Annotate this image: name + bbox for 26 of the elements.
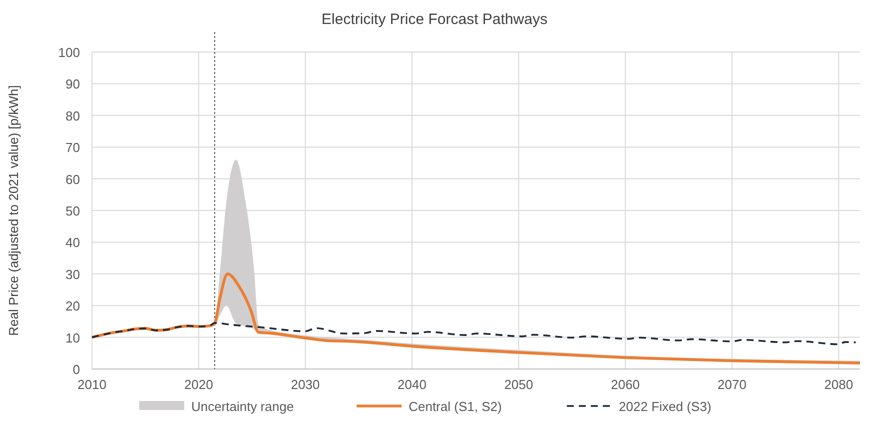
y-tick-label: 0 xyxy=(72,362,80,377)
x-tick-label: 2020 xyxy=(184,377,214,392)
x-tick-label: 2030 xyxy=(290,377,320,392)
y-tick-label: 80 xyxy=(66,108,80,124)
y-tick-label: 60 xyxy=(66,172,80,187)
x-tick-label: 2040 xyxy=(398,377,426,392)
x-tick-label: 2050 xyxy=(504,377,534,392)
line-series xyxy=(91,322,857,346)
y-tick-label: 50 xyxy=(66,204,80,218)
y-tick-label: 20 xyxy=(66,298,80,314)
chart-title: Electricity Price Forcast Pathways xyxy=(322,11,548,28)
y-tick-label: 70 xyxy=(66,140,80,156)
legend-label: Central (S1, S2) xyxy=(408,399,502,414)
line-series xyxy=(90,272,862,364)
x-tick-label: 2010 xyxy=(78,377,106,392)
y-tick-label: 40 xyxy=(66,235,80,250)
y-tick-label: 30 xyxy=(66,266,80,282)
x-tick-label: 2060 xyxy=(610,377,640,392)
y-tick-label: 100 xyxy=(58,45,80,60)
x-tick-label: 2080 xyxy=(824,377,854,392)
legend-label: Uncertainty range xyxy=(191,399,294,414)
y-axis-title: Real Price (adjusted to 2021 value) [p/kWh] xyxy=(6,85,21,336)
y-tick-label: 10 xyxy=(66,330,80,346)
legend-label: 2022 Fixed (S3) xyxy=(618,399,712,414)
y-tick-label: 90 xyxy=(66,76,80,92)
x-tick-label: 2070 xyxy=(718,377,746,392)
